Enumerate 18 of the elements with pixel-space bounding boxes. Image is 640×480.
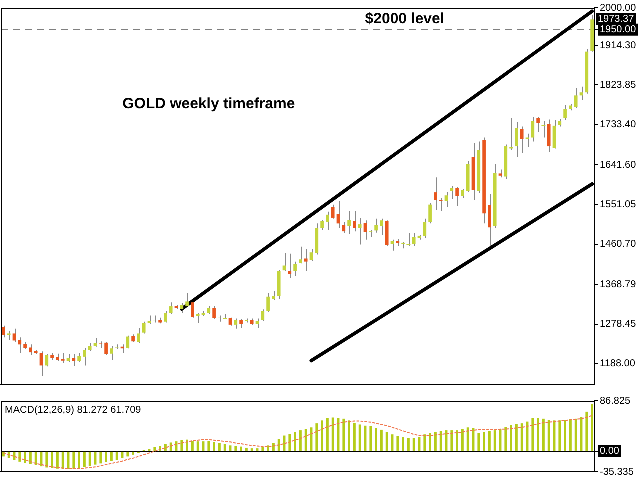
text: 1973.37	[598, 14, 635, 25]
ref-line-label: $2000 level	[365, 10, 445, 28]
y-tick-label: -35.335	[600, 466, 634, 478]
y-tick-label: 1460.70	[600, 239, 637, 250]
y-tick-label: 1278.45	[600, 319, 637, 330]
y-tick-label: 1551.05	[600, 200, 637, 211]
y-tick-label: 1914.30	[600, 40, 637, 52]
y-tick-label: 1950.00	[600, 24, 637, 36]
y-tick-label: 1368.79	[600, 279, 637, 290]
y-tick-label: 0.00	[600, 446, 620, 458]
y-tick-label: 1641.60	[600, 160, 637, 171]
y-tick-label: 1733.40	[600, 120, 637, 131]
y-tick-label: 86.825	[600, 396, 632, 407]
chart-title: MACD(12,26,9) 81.272 61.709	[5, 404, 142, 416]
y-tick-label: 1188.00	[600, 358, 636, 370]
y-tick-label: 2000.00	[600, 2, 637, 14]
annotation: GOLD weekly timeframe	[122, 95, 296, 112]
y-tick-label: 1823.85	[600, 80, 637, 91]
